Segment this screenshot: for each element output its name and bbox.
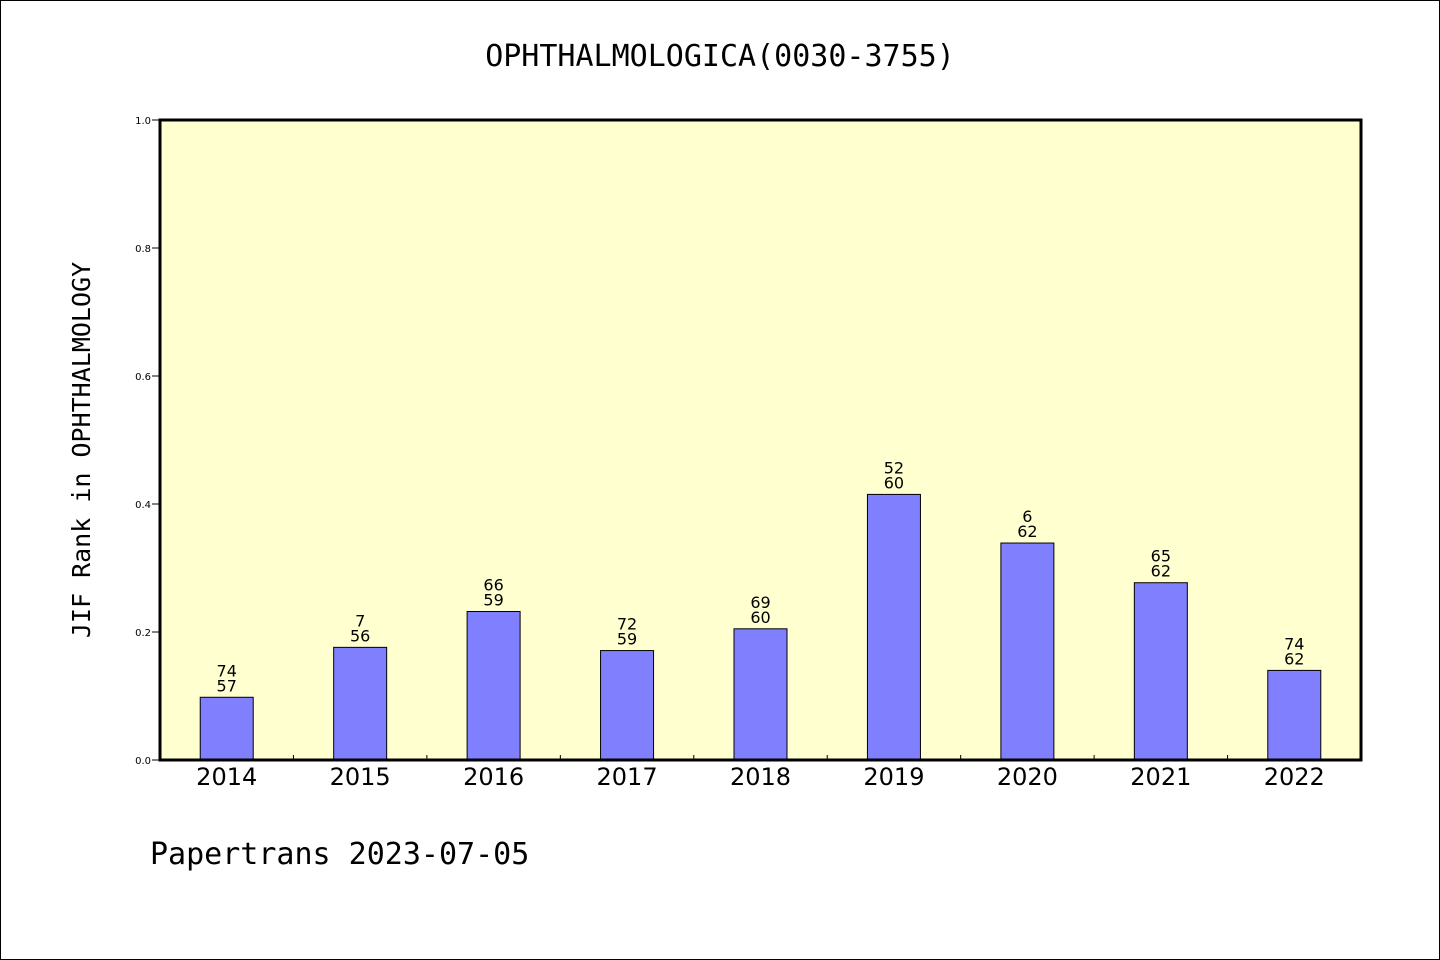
- bar-2022: [1267, 669, 1322, 761]
- bar-label-bottom: 59: [483, 591, 503, 610]
- bar-2018: [733, 628, 788, 761]
- bar-label-bottom: 62: [1151, 562, 1171, 581]
- y-tick-label: 0.6: [135, 372, 151, 383]
- y-tick-label: 0.4: [135, 500, 151, 511]
- bar-label-top: 6: [1022, 507, 1032, 526]
- chart-title: OPHTHALMOLOGICA(0030-3755): [485, 39, 955, 74]
- bar-2021: [1133, 582, 1188, 761]
- bar-label-bottom: 57: [217, 676, 237, 695]
- bar-label-bottom: 62: [1284, 649, 1304, 668]
- y-tick-label: 0.8: [135, 244, 151, 255]
- bar-label-bottom: 59: [617, 630, 637, 649]
- bar-2016: [466, 611, 521, 761]
- x-tick-label: 2015: [330, 763, 391, 791]
- bar-label-top: 69: [750, 593, 770, 612]
- y-tick-label: 1.0: [135, 116, 151, 127]
- x-tick-label: 2021: [1130, 763, 1191, 791]
- bar-2019: [866, 493, 921, 761]
- bar-label-top: 52: [884, 458, 904, 477]
- bar-label-top: 72: [617, 615, 637, 634]
- bar-label-bottom: 62: [1017, 522, 1037, 541]
- x-tick-label: 2016: [463, 763, 524, 791]
- bar-2020: [1000, 542, 1055, 761]
- bar-label-bottom: 60: [884, 473, 904, 492]
- bar-2015: [333, 646, 388, 761]
- bar-label-bottom: 60: [750, 608, 770, 627]
- bar-label-bottom: 56: [350, 626, 370, 645]
- x-tick-label: 2017: [597, 763, 658, 791]
- bar-label-top: 7: [355, 611, 365, 630]
- x-tick-label: 2022: [1264, 763, 1325, 791]
- bar-2014: [199, 696, 254, 761]
- bar-label-top: 66: [483, 576, 503, 595]
- bar-2017: [600, 650, 655, 761]
- x-axis-ticks: 2014 2015 2016 2017 2018 2019 2020 2021 2022: [196, 755, 1325, 791]
- x-tick-label: 2019: [863, 763, 924, 791]
- y-tick-label: 0.2: [135, 628, 151, 639]
- y-axis-label: JIF Rank in OPHTHALMOLOGY: [67, 262, 96, 638]
- x-tick-label: 2014: [196, 763, 257, 791]
- y-axis-ticks: 0.0 0.2 0.4 0.6 0.8 1.0: [135, 116, 160, 767]
- bar-label-top: 74: [217, 661, 237, 680]
- footer-text: Papertrans 2023-07-05: [150, 837, 529, 872]
- bar-label-top: 74: [1284, 634, 1304, 653]
- y-tick-label: 0.0: [135, 756, 151, 767]
- bar-label-top: 65: [1151, 547, 1171, 566]
- plot-border: [158, 118, 1363, 762]
- x-tick-label: 2018: [730, 763, 791, 791]
- x-tick-label: 2020: [997, 763, 1058, 791]
